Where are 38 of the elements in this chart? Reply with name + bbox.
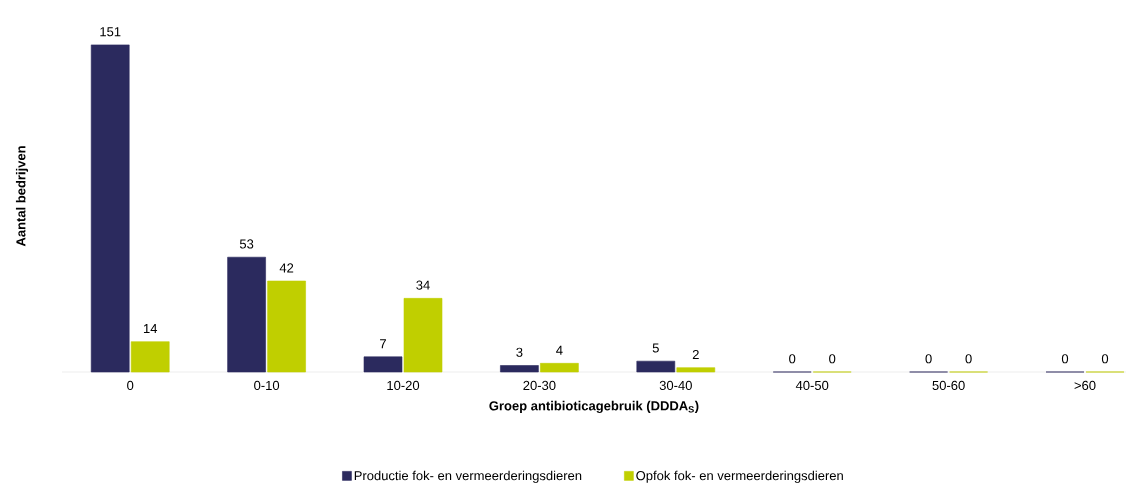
data-label: 0 — [789, 354, 796, 364]
bar — [676, 367, 716, 373]
data-label: 0 — [925, 354, 932, 364]
bar — [403, 298, 443, 373]
data-label: 7 — [380, 339, 386, 349]
data-label: 0 — [1061, 354, 1069, 364]
data-label: 53 — [239, 239, 254, 249]
data-label: 5 — [652, 343, 659, 353]
x-tick-label: 0-10 — [254, 380, 280, 391]
data-label: 0 — [829, 354, 836, 364]
x-tick-label: 50-60 — [932, 380, 965, 391]
legend-label: Productie fok- en vermeerderingsdieren — [354, 470, 582, 483]
x-tick-label: 40-50 — [795, 380, 829, 391]
x-tick-label: >60 — [1074, 380, 1096, 391]
x-axis-title: Groep antibioticagebruik (DDDA$_{S}$) — [489, 400, 699, 414]
data-label: 42 — [279, 263, 294, 273]
data-label: 3 — [516, 347, 523, 357]
x-tick-label: 10-20 — [387, 380, 420, 391]
bar — [363, 356, 403, 373]
bar — [90, 44, 130, 373]
data-label: 151 — [100, 27, 121, 37]
data-label: 14 — [143, 324, 158, 334]
bar — [500, 365, 539, 373]
data-label: 0 — [1101, 354, 1109, 364]
data-label: 34 — [416, 280, 430, 290]
data-label: 4 — [556, 345, 563, 355]
bar — [267, 280, 306, 373]
data-label: 2 — [692, 349, 699, 360]
x-tick-label: 30-40 — [659, 380, 692, 391]
data-label: 0 — [965, 354, 972, 364]
bar — [636, 360, 676, 373]
bar — [540, 363, 579, 373]
legend-label: Opfok fok- en vermeerderingsdieren — [636, 470, 843, 483]
bar — [130, 341, 170, 373]
y-axis-title: Aantal bedrijven — [15, 146, 29, 247]
x-tick-label: 20-30 — [523, 380, 556, 391]
x-tick-label: 0 — [127, 380, 134, 391]
bar — [227, 256, 266, 373]
